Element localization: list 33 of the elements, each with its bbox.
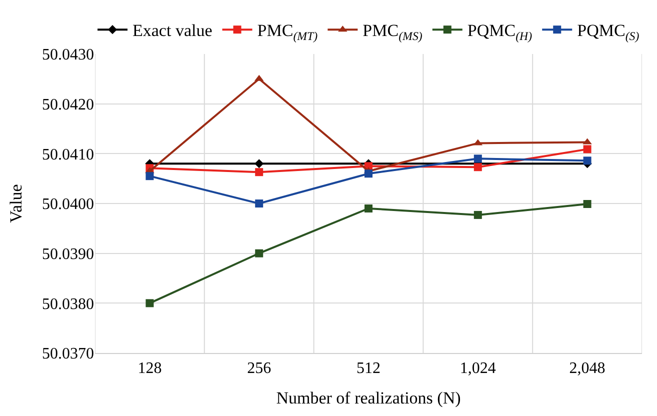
point <box>255 200 264 208</box>
point <box>583 200 592 208</box>
x-tick-label: 128 <box>138 360 162 378</box>
y-tick-label: 50.0400 <box>42 196 94 214</box>
y-tick-label: 50.0430 <box>42 46 94 64</box>
x-tick-label: 512 <box>356 360 380 378</box>
y-tick-label: 50.0410 <box>42 146 94 164</box>
x-tick-label: 2,048 <box>569 360 606 378</box>
legend-label: PMC$_{(MS)}$ <box>362 21 422 43</box>
point <box>146 299 154 308</box>
legend-label: PQMC$_{(S)}$ <box>577 21 640 43</box>
point <box>583 156 592 165</box>
x-axis-title: Number of realizations (N) <box>276 388 461 408</box>
legend-label: Exact value <box>132 21 212 40</box>
y-tick-label: 50.0380 <box>42 296 94 313</box>
x-tick-label: 256 <box>247 360 272 378</box>
point <box>146 172 154 180</box>
point <box>254 159 264 168</box>
point <box>474 163 482 172</box>
point <box>364 204 372 212</box>
x-tick-label: 1,024 <box>460 360 496 378</box>
point <box>255 249 264 258</box>
y-axis-title: Value <box>6 184 26 223</box>
y-tick-label: 50.0420 <box>42 96 94 114</box>
legend-label: PQMC$_{(H)}$ <box>467 21 532 43</box>
point <box>474 154 482 163</box>
y-tick-label: 50.0390 <box>42 246 94 263</box>
point <box>583 145 592 154</box>
point <box>474 210 482 219</box>
point <box>364 170 372 178</box>
point <box>255 168 264 176</box>
legend-label: PMC$_{(MT)}$ <box>257 21 318 43</box>
y-tick-label: 50.0370 <box>42 346 94 363</box>
